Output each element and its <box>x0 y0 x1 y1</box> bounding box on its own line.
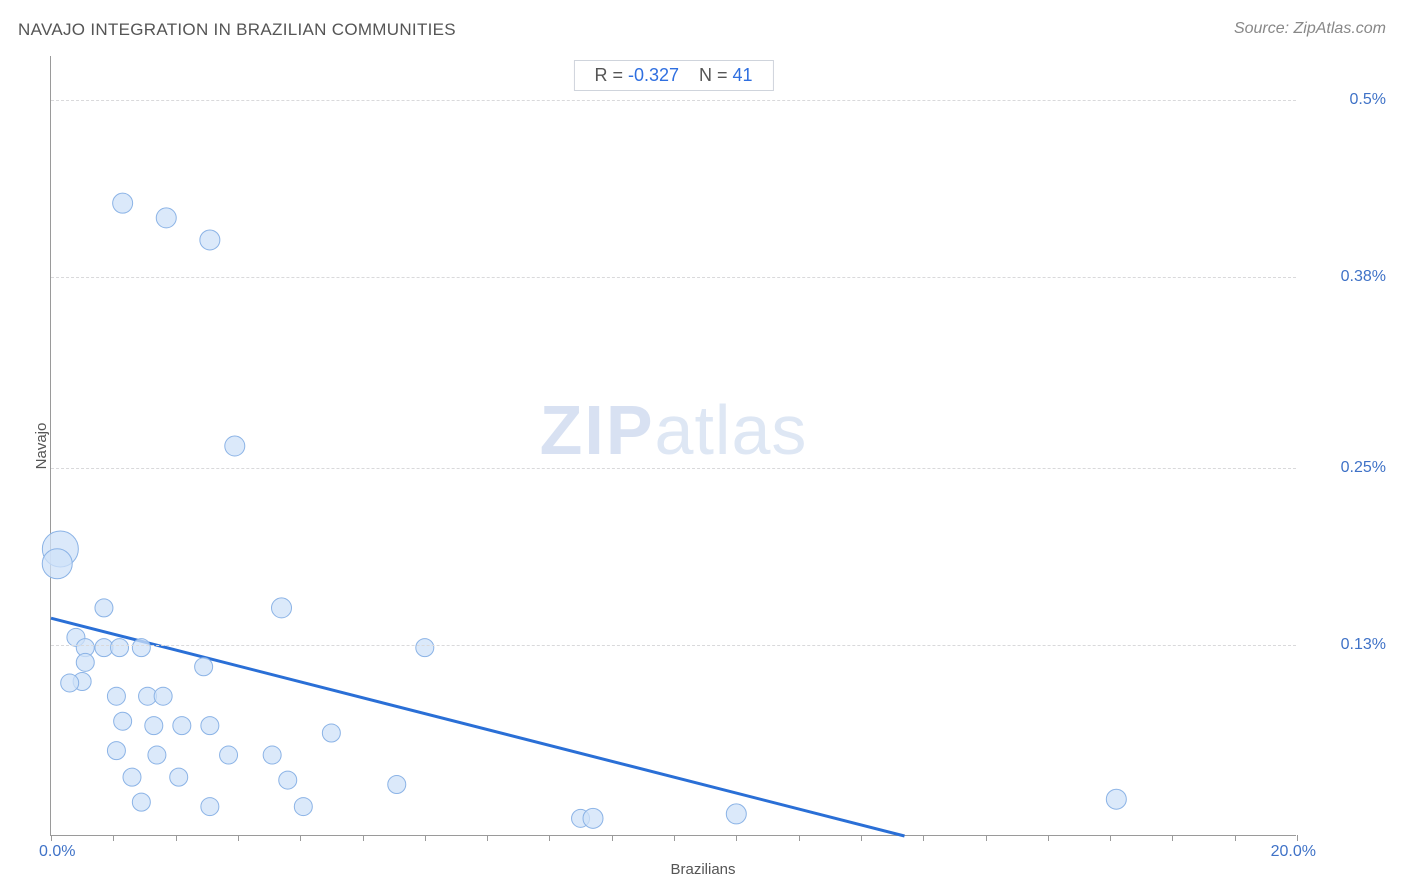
scatter-point <box>114 712 132 730</box>
x-tick-max: 20.0% <box>1271 843 1316 861</box>
scatter-point <box>416 639 434 657</box>
x-tick-mark <box>487 835 488 841</box>
scatter-point <box>170 768 188 786</box>
scatter-point <box>201 717 219 735</box>
scatter-point <box>294 798 312 816</box>
x-tick-mark <box>674 835 675 841</box>
x-tick-mark <box>549 835 550 841</box>
scatter-point <box>107 687 125 705</box>
x-tick-mark <box>799 835 800 841</box>
x-tick-mark <box>1235 835 1236 841</box>
y-tick-label: 0.13% <box>1306 636 1386 654</box>
scatter-point <box>113 193 133 213</box>
x-tick-mark <box>425 835 426 841</box>
scatter-point <box>388 775 406 793</box>
gridline <box>51 100 1296 101</box>
gridline <box>51 277 1296 278</box>
scatter-point <box>148 746 166 764</box>
scatter-point <box>76 653 94 671</box>
scatter-point <box>220 746 238 764</box>
x-tick-mark <box>176 835 177 841</box>
x-tick-mark <box>51 835 52 841</box>
scatter-point <box>156 208 176 228</box>
x-tick-min: 0.0% <box>39 843 75 861</box>
x-tick-mark <box>923 835 924 841</box>
x-tick-mark <box>113 835 114 841</box>
chart-source: Source: ZipAtlas.com <box>1234 20 1386 38</box>
x-tick-mark <box>1172 835 1173 841</box>
x-tick-mark <box>861 835 862 841</box>
scatter-point <box>123 768 141 786</box>
y-axis-label: Navajo <box>33 423 50 470</box>
scatter-point <box>42 549 72 579</box>
x-tick-mark <box>363 835 364 841</box>
scatter-point <box>201 798 219 816</box>
gridline <box>51 645 1296 646</box>
y-tick-label: 0.38% <box>1306 268 1386 286</box>
scatter-point <box>726 804 746 824</box>
scatter-point <box>107 742 125 760</box>
scatter-point <box>95 599 113 617</box>
x-tick-mark <box>238 835 239 841</box>
scatter-point <box>111 639 129 657</box>
n-label: N = <box>699 65 733 85</box>
gridline <box>51 468 1296 469</box>
scatter-point <box>322 724 340 742</box>
scatter-point <box>145 717 163 735</box>
scatter-point <box>272 598 292 618</box>
x-tick-mark <box>986 835 987 841</box>
plot-area: ZIPatlas R = -0.327 N = 41 0.0% 20.0% 0.… <box>50 56 1296 836</box>
scatter-svg <box>51 56 1297 836</box>
x-tick-mark <box>612 835 613 841</box>
scatter-point <box>279 771 297 789</box>
scatter-point <box>132 793 150 811</box>
stats-box: R = -0.327 N = 41 <box>573 60 773 91</box>
scatter-point <box>154 687 172 705</box>
scatter-point <box>1106 789 1126 809</box>
y-tick-label: 0.25% <box>1306 459 1386 477</box>
scatter-point <box>195 658 213 676</box>
x-tick-mark <box>1048 835 1049 841</box>
scatter-point <box>225 436 245 456</box>
r-label: R = <box>594 65 628 85</box>
scatter-point <box>200 230 220 250</box>
x-axis-label: Brazilians <box>670 861 735 878</box>
r-value: -0.327 <box>628 65 679 85</box>
chart-title: NAVAJO INTEGRATION IN BRAZILIAN COMMUNIT… <box>18 20 456 40</box>
scatter-point <box>61 674 79 692</box>
scatter-point <box>263 746 281 764</box>
scatter-point <box>583 808 603 828</box>
x-tick-mark <box>1110 835 1111 841</box>
x-tick-mark <box>736 835 737 841</box>
scatter-point <box>173 717 191 735</box>
x-tick-mark <box>1297 835 1298 841</box>
y-tick-label: 0.5% <box>1306 91 1386 109</box>
n-value: 41 <box>733 65 753 85</box>
scatter-point <box>132 639 150 657</box>
x-tick-mark <box>300 835 301 841</box>
